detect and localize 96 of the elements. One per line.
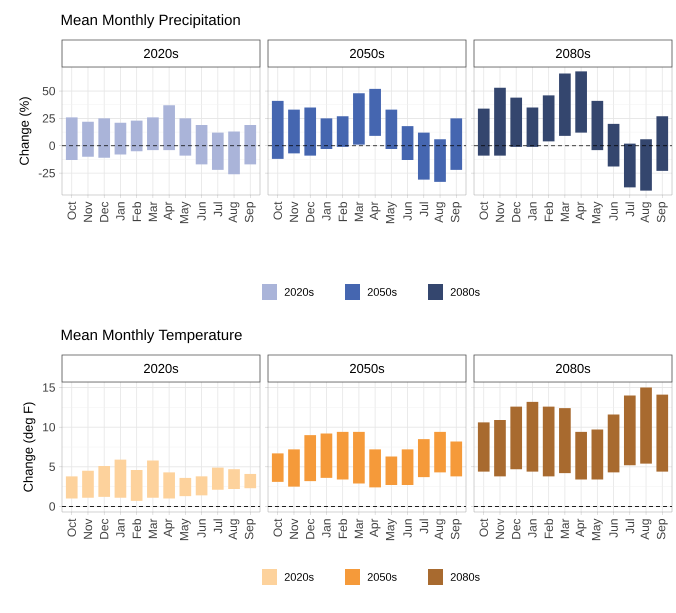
legend-label: 2020s: [284, 288, 314, 296]
x-tick-label: Apr: [164, 518, 174, 538]
x-tick-label: May: [386, 202, 397, 224]
x-tick-label: Oct: [274, 518, 282, 537]
x-tick-label: Mar: [354, 518, 364, 538]
x-tick-label: Nov: [84, 202, 92, 222]
x-tick-label: May: [386, 518, 397, 540]
x-tick-label: Oct: [274, 202, 282, 220]
y-tick-label: 0: [49, 502, 56, 511]
x-tick-label: May: [592, 202, 603, 224]
x-tick-label: Aug: [434, 202, 446, 223]
x-tick-label: Aug: [640, 519, 652, 540]
x-tick-label: Apr: [370, 518, 380, 538]
x-tick-label: Oct: [68, 202, 76, 220]
x-tick-label: Feb: [338, 202, 348, 222]
x-tick-label: Jul: [213, 519, 222, 534]
x-tick-label: Nov: [290, 202, 298, 222]
x-tick-label: Feb: [132, 202, 142, 222]
x-tick-label: Nov: [290, 518, 298, 539]
x-tick-label: Nov: [496, 202, 504, 222]
chart-subtitle: 2080s: [556, 48, 590, 58]
x-tick-label: Mar: [560, 518, 570, 538]
x-tick-label: Jul: [419, 202, 428, 217]
x-tick-label: Jun: [609, 202, 618, 221]
chart-title: Mean Monthly Precipitation: [62, 14, 240, 28]
x-tick-label: May: [592, 518, 603, 540]
x-tick-label: May: [180, 518, 191, 540]
x-tick-label: Aug: [434, 519, 446, 540]
x-tick-label: Jun: [197, 519, 206, 538]
legend-label: 2020s: [284, 573, 314, 581]
x-tick-label: Feb: [132, 519, 142, 538]
x-tick-label: Aug: [640, 202, 652, 223]
chart-subtitle: 2050s: [350, 364, 384, 374]
x-tick-label: Nov: [84, 518, 92, 539]
x-tick-label: Apr: [370, 202, 380, 220]
y-tick-label: 5: [49, 462, 55, 471]
x-tick-label: Jul: [625, 202, 634, 217]
x-tick-label: Sep: [656, 519, 668, 540]
x-tick-label: May: [180, 202, 191, 224]
x-tick-label: Oct: [480, 518, 488, 537]
x-tick-label: Mar: [148, 202, 158, 222]
y-tick-label: 50: [42, 86, 56, 96]
x-tick-label: Dec: [512, 202, 520, 222]
x-tick-label: Mar: [354, 202, 364, 222]
x-tick-label: Jun: [403, 519, 412, 538]
legend-label: 2080s: [450, 288, 480, 296]
x-tick-label: Mar: [560, 202, 570, 222]
y-tick-label: -25: [38, 168, 55, 178]
y-axis-title: Change (%): [19, 97, 32, 165]
x-tick-label: Sep: [656, 202, 668, 222]
x-tick-label: Feb: [544, 202, 554, 222]
x-tick-label: Jul: [419, 519, 428, 534]
x-tick-label: Oct: [68, 518, 76, 537]
x-tick-label: Nov: [496, 518, 504, 539]
x-tick-label: Jan: [528, 202, 537, 221]
x-tick-label: Dec: [306, 202, 314, 222]
x-tick-label: Jan: [116, 202, 125, 221]
x-tick-label: Jan: [116, 519, 125, 538]
chart-subtitle: 2050s: [350, 48, 384, 58]
y-tick-label: 25: [42, 114, 55, 123]
x-tick-label: Apr: [576, 202, 586, 220]
x-tick-label: Oct: [480, 202, 488, 220]
x-tick-label: Jun: [609, 519, 618, 538]
x-tick-label: Jan: [528, 519, 537, 538]
x-tick-label: Mar: [148, 518, 158, 538]
chart-subtitle: 2020s: [144, 48, 178, 58]
x-tick-label: Jan: [322, 202, 331, 221]
legend-label: 2050s: [368, 288, 397, 296]
x-tick-label: Dec: [100, 518, 108, 539]
x-tick-label: Jan: [322, 519, 331, 538]
chart-subtitle: 2020s: [144, 364, 178, 374]
x-tick-label: Jul: [213, 202, 222, 217]
y-tick-label: 10: [43, 422, 56, 432]
x-tick-label: Sep: [450, 519, 462, 540]
chart-subtitle: 2080s: [556, 364, 590, 374]
x-tick-label: Jul: [625, 519, 634, 534]
x-tick-label: Jun: [197, 202, 206, 221]
x-tick-label: Apr: [164, 202, 174, 220]
y-tick-label: 15: [43, 383, 55, 392]
x-tick-label: Apr: [576, 518, 586, 538]
x-tick-label: Aug: [228, 202, 240, 223]
legend-label: 2050s: [368, 573, 397, 581]
y-axis-title: Change (deg F): [23, 402, 36, 492]
x-tick-label: Aug: [228, 519, 240, 540]
x-tick-label: Feb: [338, 519, 348, 538]
x-tick-label: Jun: [403, 202, 412, 221]
x-tick-label: Dec: [100, 202, 108, 222]
x-tick-label: Sep: [450, 202, 462, 222]
x-tick-label: Feb: [544, 519, 554, 538]
x-tick-label: Sep: [244, 519, 256, 540]
legend-label: 2080s: [450, 573, 480, 581]
y-tick-label: 0: [49, 142, 56, 150]
x-tick-label: Dec: [306, 518, 314, 539]
x-tick-label: Sep: [244, 202, 256, 222]
x-tick-label: Dec: [512, 518, 520, 539]
chart-title: Mean Monthly Temperature: [62, 329, 242, 344]
